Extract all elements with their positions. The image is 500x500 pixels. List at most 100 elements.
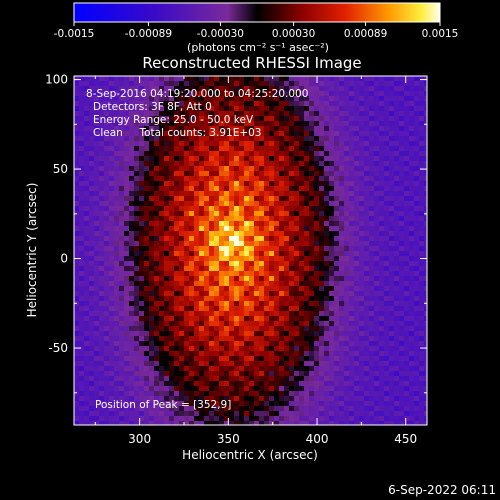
heatmap-cell xyxy=(154,191,159,196)
heatmap-cell xyxy=(374,291,379,296)
heatmap-cell xyxy=(324,111,329,116)
heatmap-cell xyxy=(349,421,354,425)
heatmap-cell xyxy=(224,316,229,321)
heatmap-cell xyxy=(114,396,119,401)
heatmap-cell xyxy=(359,246,364,251)
heatmap-cell xyxy=(174,261,179,266)
heatmap-cell xyxy=(124,76,129,81)
heatmap-cell xyxy=(399,246,404,251)
heatmap-cell xyxy=(239,216,244,221)
heatmap-cell xyxy=(89,401,94,406)
heatmap-cell xyxy=(339,256,344,261)
heatmap-cell xyxy=(139,286,144,291)
heatmap-cell xyxy=(269,131,274,136)
heatmap-cell xyxy=(104,346,109,351)
heatmap-cell xyxy=(104,411,109,416)
heatmap-cell xyxy=(179,331,184,336)
heatmap-cell xyxy=(289,121,294,126)
heatmap-cell xyxy=(174,356,179,361)
heatmap-cell xyxy=(234,326,239,331)
heatmap-cell xyxy=(234,331,239,336)
heatmap-cell xyxy=(279,371,284,376)
heatmap-cell xyxy=(194,216,199,221)
heatmap-cell xyxy=(139,391,144,396)
heatmap-cell xyxy=(294,336,299,341)
heatmap-cell xyxy=(144,351,149,356)
heatmap-cell xyxy=(409,331,414,336)
heatmap-cell xyxy=(344,146,349,151)
heatmap-cell xyxy=(119,201,124,206)
heatmap-cell xyxy=(99,141,104,146)
heatmap-cell xyxy=(404,156,409,161)
heatmap-cell xyxy=(284,96,289,101)
heatmap-cell xyxy=(409,286,414,291)
heatmap-cell xyxy=(419,141,424,146)
heatmap-cell xyxy=(209,81,214,86)
heatmap-cell xyxy=(184,121,189,126)
heatmap-cell xyxy=(299,311,304,316)
heatmap-cell xyxy=(74,416,79,421)
heatmap-cell xyxy=(164,136,169,141)
heatmap-cell xyxy=(314,151,319,156)
heatmap-cell xyxy=(259,266,264,271)
heatmap-cell xyxy=(184,266,189,271)
heatmap-cell xyxy=(109,281,114,286)
heatmap-cell xyxy=(184,106,189,111)
heatmap-cell xyxy=(249,231,254,236)
heatmap-cell xyxy=(194,141,199,146)
heatmap-cell xyxy=(124,141,129,146)
heatmap-cell xyxy=(399,121,404,126)
heatmap-cell xyxy=(389,381,394,386)
heatmap-cell xyxy=(254,151,259,156)
heatmap-cell xyxy=(204,271,209,276)
heatmap-cell xyxy=(129,131,134,136)
heatmap-cell xyxy=(249,381,254,386)
heatmap-cell xyxy=(244,141,249,146)
heatmap-cell xyxy=(94,136,99,141)
heatmap-cell xyxy=(84,266,89,271)
heatmap-cell xyxy=(389,406,394,411)
heatmap-cell xyxy=(279,291,284,296)
heatmap-cell xyxy=(89,91,94,96)
heatmap-cell xyxy=(249,166,254,171)
heatmap-cell xyxy=(159,161,164,166)
heatmap-cell xyxy=(134,161,139,166)
heatmap-cell xyxy=(299,346,304,351)
heatmap-cell xyxy=(219,376,224,381)
heatmap-cell xyxy=(269,231,274,236)
heatmap-cell xyxy=(349,221,354,226)
heatmap-cell xyxy=(209,361,214,366)
heatmap-cell xyxy=(379,261,384,266)
heatmap-cell xyxy=(399,371,404,376)
heatmap-cell xyxy=(74,271,79,276)
heatmap-cell xyxy=(229,146,234,151)
heatmap-cell xyxy=(119,301,124,306)
heatmap-cell xyxy=(214,376,219,381)
heatmap-cell xyxy=(414,136,419,141)
heatmap-cell xyxy=(279,246,284,251)
heatmap-cell xyxy=(324,301,329,306)
heatmap-cell xyxy=(354,291,359,296)
heatmap-cell xyxy=(294,396,299,401)
heatmap-cell xyxy=(394,171,399,176)
heatmap-cell xyxy=(249,201,254,206)
heatmap-cell xyxy=(134,296,139,301)
heatmap-cell xyxy=(374,166,379,171)
heatmap-cell xyxy=(94,281,99,286)
heatmap-cell xyxy=(219,176,224,181)
heatmap-cell xyxy=(324,331,329,336)
heatmap-cell xyxy=(244,171,249,176)
heatmap-cell xyxy=(409,211,414,216)
heatmap-cell xyxy=(109,391,114,396)
heatmap-cell xyxy=(284,211,289,216)
heatmap-cell xyxy=(174,316,179,321)
heatmap-cell xyxy=(104,371,109,376)
heatmap-cell xyxy=(144,361,149,366)
heatmap-cell xyxy=(164,241,169,246)
heatmap-cell xyxy=(79,366,84,371)
heatmap-cell xyxy=(209,321,214,326)
heatmap-cell xyxy=(214,391,219,396)
heatmap-cell xyxy=(414,81,419,86)
heatmap-cell xyxy=(169,246,174,251)
heatmap-cell xyxy=(294,141,299,146)
